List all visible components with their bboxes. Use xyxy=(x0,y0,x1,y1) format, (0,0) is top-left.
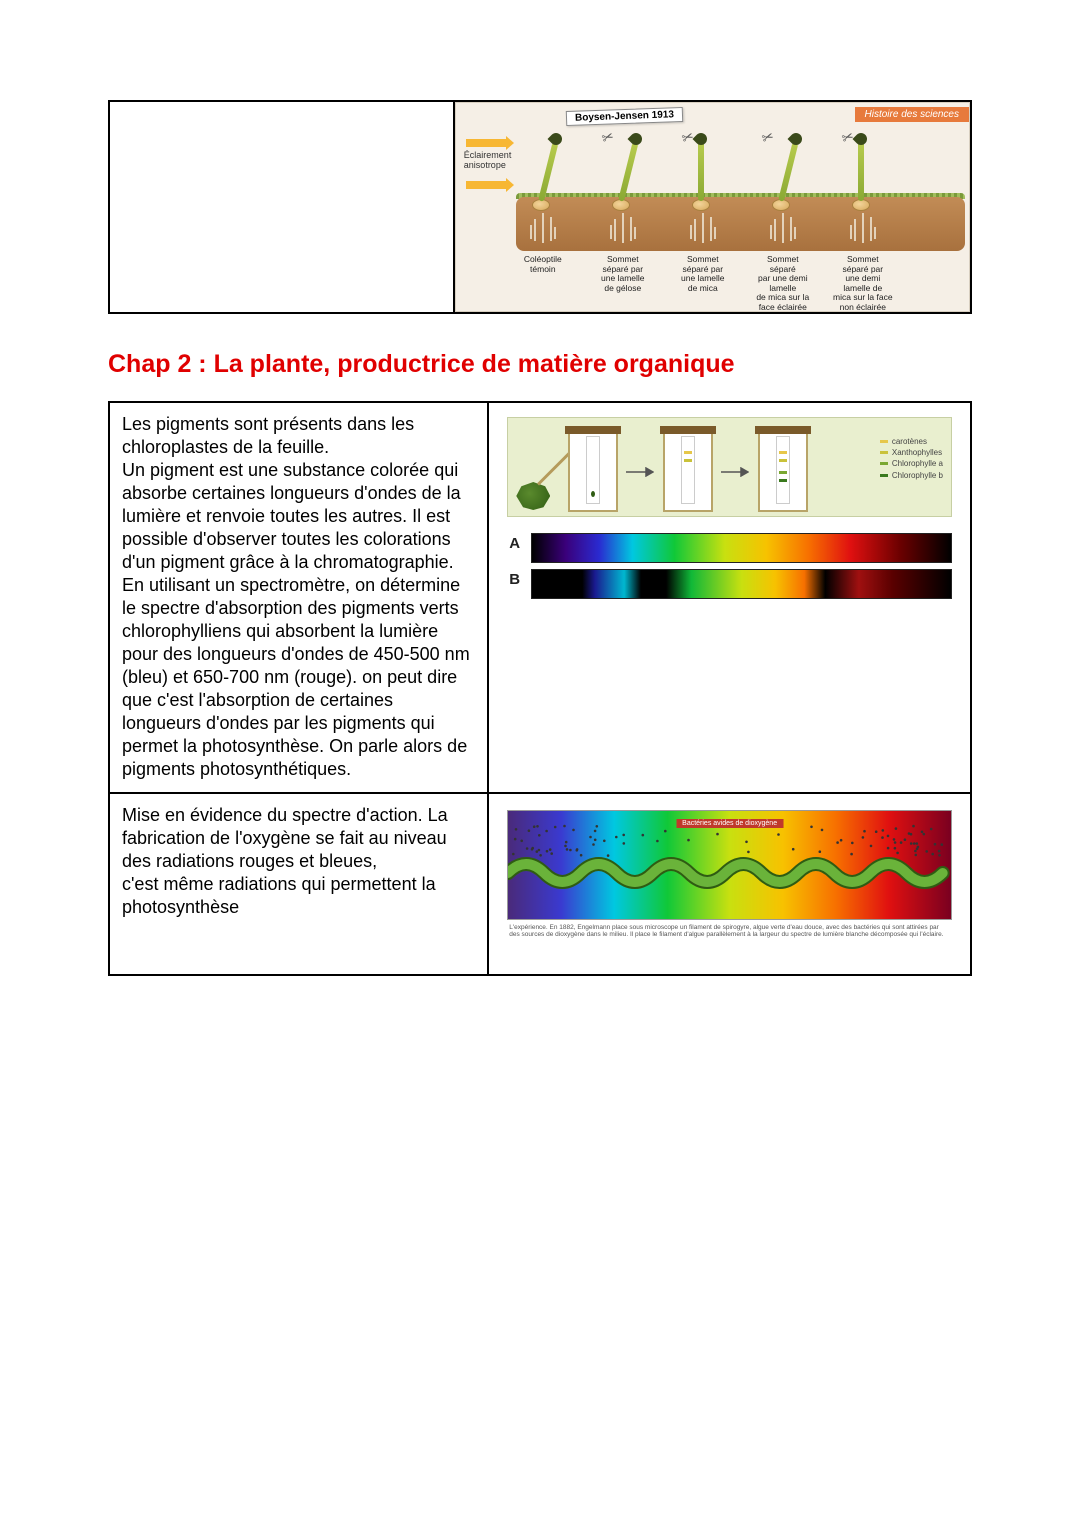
coleoptile-tip-icon xyxy=(627,131,644,148)
row2-text: Mise en évidence du spectre d'action. La… xyxy=(122,804,475,919)
legend-swatch xyxy=(880,451,888,454)
soil-block xyxy=(516,197,965,251)
coleoptile-stem xyxy=(698,141,704,201)
light-arrow-icon xyxy=(466,181,506,189)
legend-swatch xyxy=(880,440,888,443)
plant-column-label: Coléoptiletémoin xyxy=(504,255,582,274)
chromatography-strip xyxy=(586,436,600,504)
pigment-band xyxy=(684,451,692,454)
roots-icon xyxy=(610,213,636,243)
pigment-band xyxy=(684,459,692,462)
row1-text-cell: Les pigments sont présents dans les chlo… xyxy=(109,402,488,793)
banner-bacteria: Bactéries avides de dioxygène xyxy=(676,819,783,828)
roots-icon xyxy=(690,213,716,243)
row1-figure-cell: carotènesXanthophyllesChlorophylle aChlo… xyxy=(488,402,971,793)
pigment-band xyxy=(779,451,787,454)
engelmann-spectrum: Bactéries avides de dioxygène xyxy=(507,810,952,920)
roots-icon xyxy=(850,213,876,243)
chromatography-panel: carotènesXanthophyllesChlorophylle aChlo… xyxy=(507,417,952,517)
scissors-icon: ✂ xyxy=(599,128,616,148)
legend-label: carotènes xyxy=(892,436,927,447)
alga-filament xyxy=(508,853,951,893)
legend-swatch xyxy=(880,462,888,465)
figure-chromatography-spectra: carotènesXanthophyllesChlorophylle aChlo… xyxy=(501,413,958,653)
legend-label: Chlorophylle a xyxy=(892,458,943,469)
t1-empty-cell xyxy=(109,101,454,313)
legend-item: Chlorophylle a xyxy=(880,458,943,469)
plant-column-label: Sommetséparé parune lamellede gélose xyxy=(584,255,662,293)
table-boysen-jensen: Boysen-Jensen 1913 Histoire des sciences… xyxy=(108,100,972,314)
row2-figure-cell: Bactéries avides de dioxygène L'expérien… xyxy=(488,793,971,975)
banner-boysen-jensen: Boysen-Jensen 1913 xyxy=(566,107,683,126)
legend-label: Xanthophylles xyxy=(892,447,942,458)
leaf-icon xyxy=(516,482,550,510)
beaker xyxy=(758,430,808,512)
roots-icon xyxy=(770,213,796,243)
figure-engelmann: Bactéries avides de dioxygène L'expérien… xyxy=(501,804,958,964)
beaker xyxy=(568,430,618,512)
roots-icon xyxy=(530,213,556,243)
light-arrow-icon xyxy=(466,139,506,147)
beaker xyxy=(663,430,713,512)
scissors-icon: ✂ xyxy=(759,128,776,148)
coleoptile-stem xyxy=(858,141,864,201)
chromatography-strip xyxy=(776,436,790,504)
pigment-band xyxy=(779,459,787,462)
pigment-band xyxy=(779,479,787,482)
row2-text-cell: Mise en évidence du spectre d'action. La… xyxy=(109,793,488,975)
document-page: Boysen-Jensen 1913 Histoire des sciences… xyxy=(0,0,1080,976)
spectrum-a xyxy=(531,533,952,563)
pigment-legend: carotènesXanthophyllesChlorophylle aChlo… xyxy=(880,436,943,481)
plant-column-label: Sommetséparépar une demilamellede mica s… xyxy=(744,255,822,312)
legend-item: Xanthophylles xyxy=(880,447,943,458)
t1-figure-cell: Boysen-Jensen 1913 Histoire des sciences… xyxy=(454,101,971,313)
spectrum-label-a: A xyxy=(509,535,520,552)
spectrum-label-b: B xyxy=(509,571,520,588)
chromatography-strip xyxy=(681,436,695,504)
scissors-icon: ✂ xyxy=(839,128,856,148)
legend-swatch xyxy=(880,474,888,477)
row1-text: Les pigments sont présents dans les chlo… xyxy=(122,413,475,782)
plant-column-label: Sommetséparé parune lamellede mica xyxy=(664,255,742,293)
figure-boysen-jensen: Boysen-Jensen 1913 Histoire des sciences… xyxy=(455,102,970,312)
legend-item: Chlorophylle b xyxy=(880,470,943,481)
light-label: Éclairementanisotrope xyxy=(464,151,512,171)
banner-histoire: Histoire des sciences xyxy=(855,107,969,122)
arrow-right-icon xyxy=(626,464,654,474)
arrow-right-icon xyxy=(721,464,749,474)
coleoptile-tip-icon xyxy=(547,131,564,148)
pigment-band xyxy=(779,471,787,474)
coleoptile-tip-icon xyxy=(787,131,804,148)
plant-column-label: Sommetséparé parune demilamelle demica s… xyxy=(824,255,902,312)
table-photosynthesis: Les pigments sont présents dans les chlo… xyxy=(108,401,972,976)
spectrum-b xyxy=(531,569,952,599)
legend-label: Chlorophylle b xyxy=(892,470,943,481)
legend-item: carotènes xyxy=(880,436,943,447)
chapter-title: Chap 2 : La plante, productrice de matiè… xyxy=(108,350,972,379)
scissors-icon: ✂ xyxy=(679,128,696,148)
engelmann-caption: L'expérience. En 1882, Engelmann place s… xyxy=(509,924,950,939)
